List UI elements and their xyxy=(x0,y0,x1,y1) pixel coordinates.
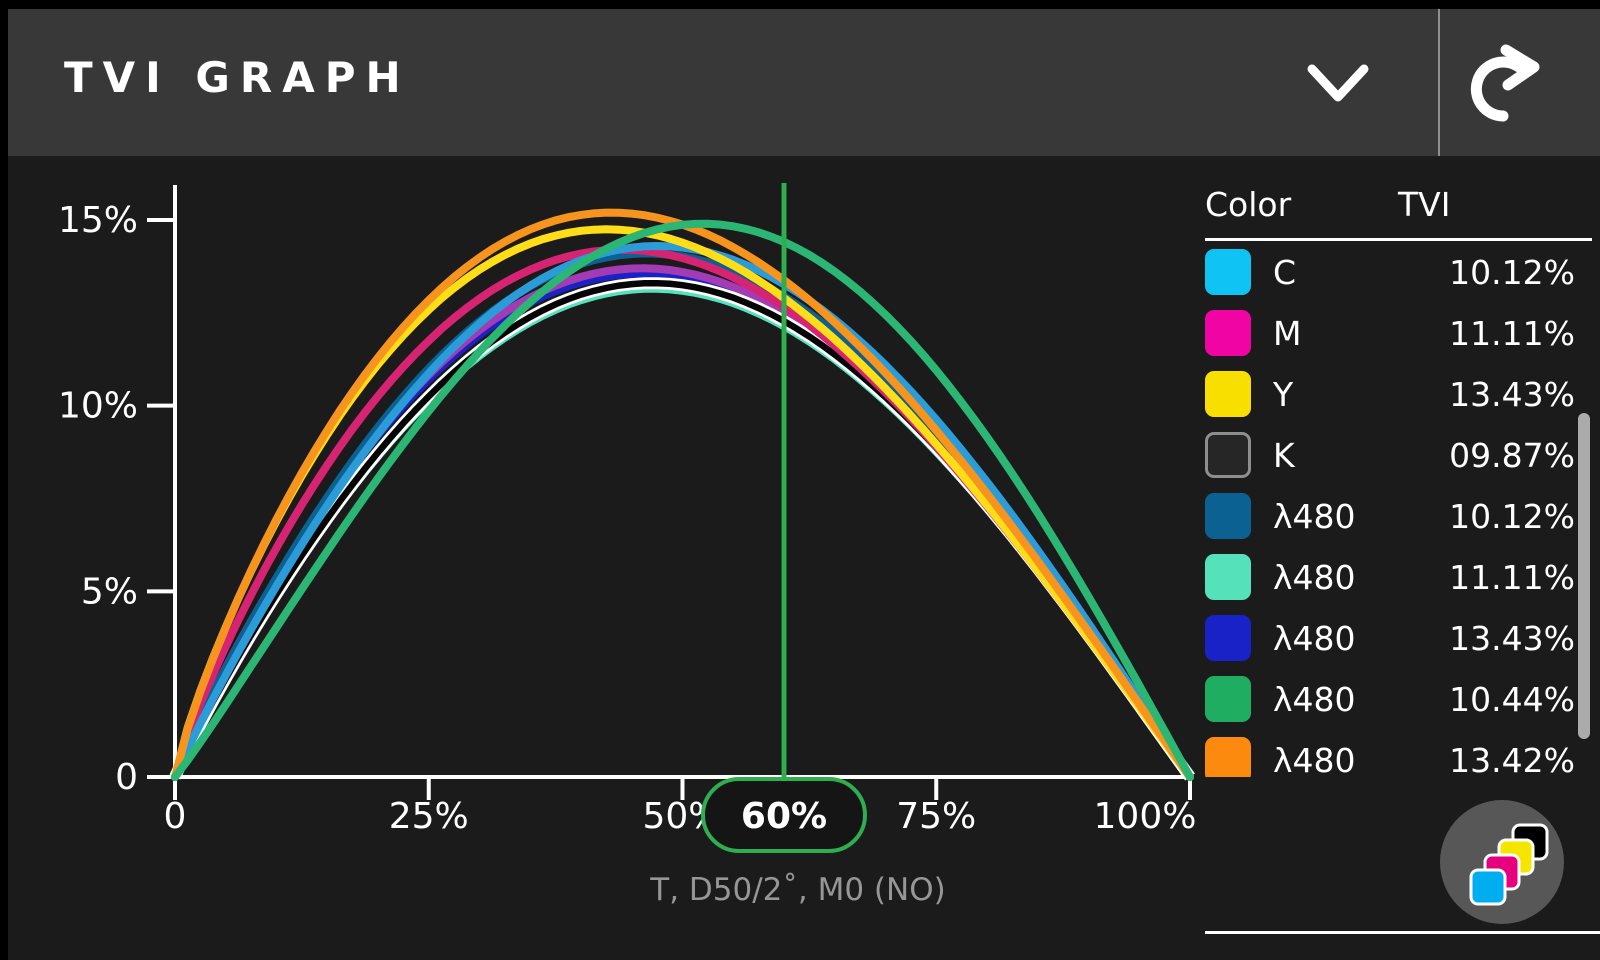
legend-swatch xyxy=(1205,249,1251,295)
x-tick-label: 100% xyxy=(1094,796,1197,837)
legend-label: λ480 xyxy=(1273,557,1356,597)
cmyk-swatches-icon xyxy=(1469,823,1549,906)
x-tick-label: 25% xyxy=(389,796,469,837)
redo-button[interactable] xyxy=(1446,9,1566,156)
legend-label: λ480 xyxy=(1273,740,1356,778)
cursor-value-pill[interactable] xyxy=(701,777,867,853)
header-divider xyxy=(1438,9,1440,156)
curve-outline-K xyxy=(169,277,1195,781)
header-bar: TVI GRAPH xyxy=(8,9,1600,156)
x-tick-label: 0 xyxy=(164,796,187,837)
legend-label: λ480 xyxy=(1273,618,1356,658)
curve-lambda480-green xyxy=(171,219,1194,781)
legend-swatch xyxy=(1205,676,1251,722)
legend-swatch xyxy=(1205,310,1251,356)
y-tick-label: 10% xyxy=(58,386,138,427)
legend-label: C xyxy=(1273,252,1297,292)
legend-value: 13.43% xyxy=(1449,374,1575,414)
redo-arrow-icon xyxy=(1470,44,1540,121)
curve-lambda480-mint xyxy=(171,284,1194,781)
legend-value: 13.42% xyxy=(1449,740,1575,778)
legend-row: λ480 13.42% xyxy=(1205,730,1600,777)
legend-value: 10.44% xyxy=(1449,679,1575,719)
chart-area: 0 5% 10% 15% 0 25% 50% 75% 100% 60% T, D50/2˚, M0… xyxy=(8,156,1600,960)
legend-swatch xyxy=(1205,554,1251,600)
legend-value: 11.11% xyxy=(1449,313,1575,353)
legend-swatch xyxy=(1205,432,1251,478)
x-axis-caption: T, D50/2˚, M0 (NO) xyxy=(650,872,946,908)
legend-label: Y xyxy=(1273,374,1294,414)
legend-label: K xyxy=(1273,435,1295,475)
legend-label: M xyxy=(1273,313,1302,353)
legend-scrollbar[interactable] xyxy=(1578,413,1590,739)
legend-value: 13.43% xyxy=(1449,618,1575,658)
legend-label: λ480 xyxy=(1273,496,1356,536)
legend-value: 11.11% xyxy=(1449,557,1575,597)
collapse-panel-button[interactable] xyxy=(1278,9,1398,156)
curve-K xyxy=(171,279,1194,781)
legend-row: C 10.12% xyxy=(1205,242,1600,302)
x-tick-label: 75% xyxy=(896,796,976,837)
legend-row: M 11.11% xyxy=(1205,303,1600,363)
legend-panel[interactable]: Color TVI C 10.12% M 11.11% Y 13.43% K 09.87% λ4… xyxy=(1205,185,1600,777)
legend-row: λ480 11.11% xyxy=(1205,547,1600,607)
cmyk-swatch xyxy=(1469,868,1507,906)
curve-C xyxy=(171,241,1194,781)
legend-row: λ480 10.44% xyxy=(1205,669,1600,729)
legend-col-color: Color xyxy=(1205,185,1292,224)
color-channels-button[interactable] xyxy=(1440,800,1564,924)
legend-bottom-border xyxy=(1205,931,1600,934)
legend-swatch xyxy=(1205,493,1251,539)
y-tick-label: 5% xyxy=(81,571,138,612)
legend-value: 09.87% xyxy=(1449,435,1575,475)
legend-row: λ480 10.12% xyxy=(1205,486,1600,546)
legend-col-tvi: TVI xyxy=(1398,185,1451,224)
legend-value: 10.12% xyxy=(1449,496,1575,536)
legend-rows: C 10.12% M 11.11% Y 13.43% K 09.87% λ480 10.12% λ4… xyxy=(1205,242,1600,777)
y-tick-label: 0 xyxy=(115,757,138,798)
legend-row: Y 13.43% xyxy=(1205,364,1600,424)
legend-value: 10.12% xyxy=(1449,252,1575,292)
legend-swatch xyxy=(1205,737,1251,777)
legend-row: K 09.87% xyxy=(1205,425,1600,485)
legend-header: Color TVI xyxy=(1205,185,1600,233)
legend-label: λ480 xyxy=(1273,679,1356,719)
y-tick-label: 15% xyxy=(58,200,138,241)
legend-swatch xyxy=(1205,371,1251,417)
page-title: TVI GRAPH xyxy=(64,53,411,102)
cursor-value-label: 60% xyxy=(741,796,827,837)
chevron-down-icon xyxy=(1307,64,1369,101)
legend-swatch xyxy=(1205,615,1251,661)
legend-underline xyxy=(1205,238,1592,241)
legend-row: λ480 13.43% xyxy=(1205,608,1600,668)
